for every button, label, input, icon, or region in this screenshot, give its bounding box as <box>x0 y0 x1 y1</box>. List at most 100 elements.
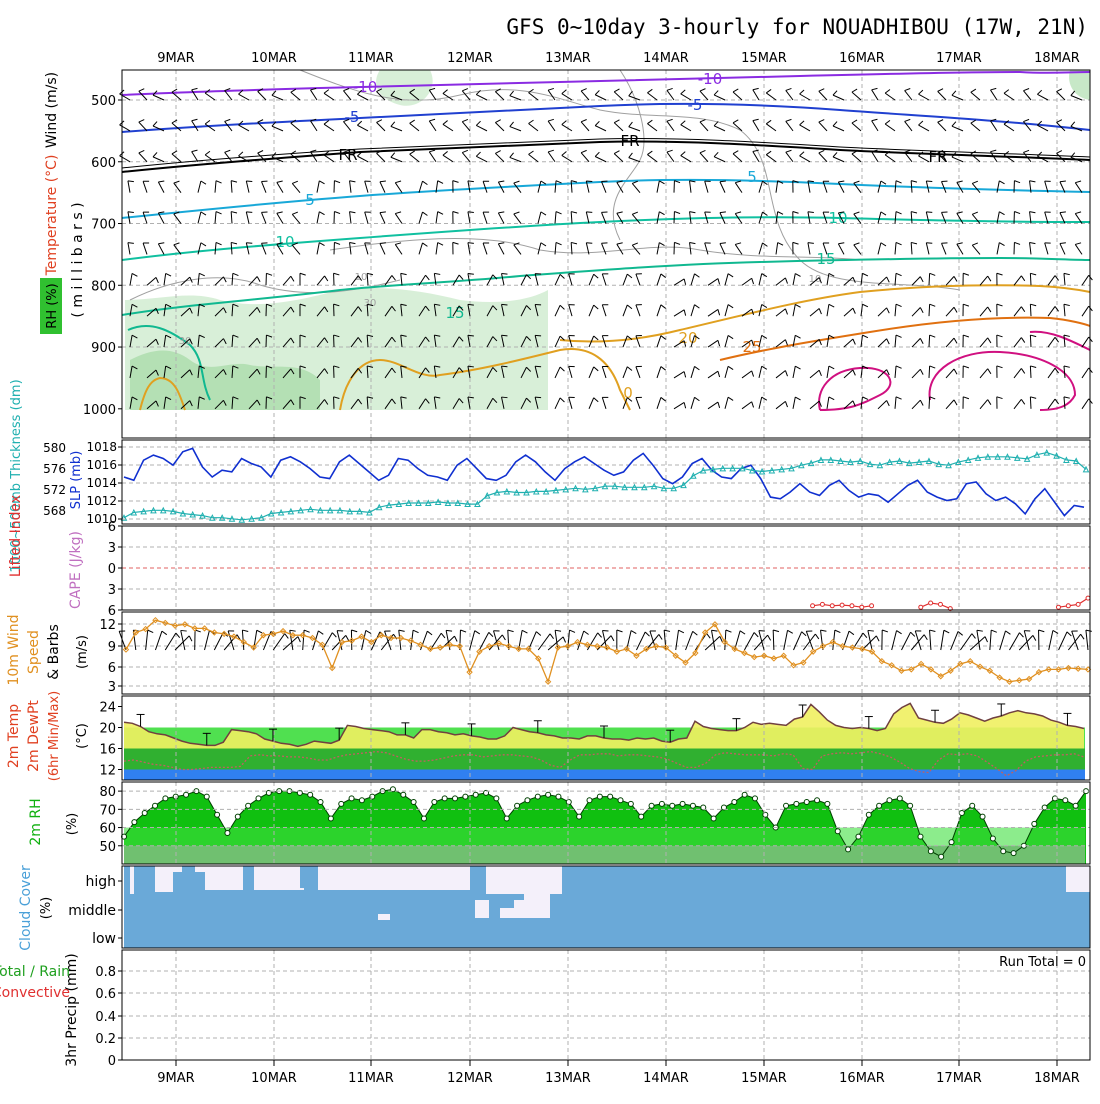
wind-barb-flag <box>594 367 599 371</box>
lifted-index-marker <box>929 601 933 605</box>
wind-barb-flag <box>887 400 890 405</box>
wind-barb-flag <box>476 152 480 156</box>
wind-barb <box>681 156 691 162</box>
wind-barb-flag <box>988 307 991 312</box>
wind-barb-flag <box>920 369 923 374</box>
cloud-white-block <box>318 866 470 890</box>
temperature-contour <box>122 72 1090 95</box>
wind-barb <box>581 122 589 131</box>
wind-barb-flag <box>896 181 902 183</box>
wind-barb <box>143 212 147 223</box>
wind-barb-flag <box>786 119 792 121</box>
lifted-index-marker <box>840 603 844 607</box>
surface-wind-barb <box>712 630 715 650</box>
wind-barb-flag <box>1014 181 1020 183</box>
wind-barb-flag <box>684 402 685 408</box>
wind-barb-flag <box>862 273 867 276</box>
wind-barb-flag <box>529 151 534 154</box>
wind-barb <box>833 95 844 100</box>
wind-barb-flag <box>954 369 957 374</box>
wind-barb-flag <box>1023 119 1029 121</box>
wind-barb-flag <box>192 150 198 151</box>
slp-line <box>124 448 1084 515</box>
wind-barb-flag <box>468 212 474 213</box>
wind-barb <box>705 181 708 193</box>
wind-barb-flag <box>718 402 720 408</box>
wind-barb <box>350 212 351 224</box>
wind-barb-flag <box>548 88 554 90</box>
wind-barb-flag <box>795 304 800 307</box>
wind-barb-flag <box>700 89 705 91</box>
wind-barb <box>632 183 640 192</box>
wind-barb-flag <box>325 276 328 281</box>
surface-wind-barb-flag <box>536 632 541 636</box>
wind-barb <box>647 124 657 131</box>
wind-barb-flag <box>681 90 686 94</box>
wind-barb <box>895 181 896 193</box>
thickness-tick-label: 572 <box>43 483 66 497</box>
wind-barb-flag <box>292 212 298 214</box>
wind-barb <box>759 397 762 409</box>
wind-barb-flag <box>766 89 771 93</box>
surface-wind-barb <box>146 630 148 650</box>
wind-barb <box>1030 397 1031 409</box>
ms-axis-label: (m/s) <box>75 635 90 669</box>
wind-barb <box>443 124 453 131</box>
wind-barb-flag <box>377 120 382 123</box>
surface-wind-barb-flag <box>399 630 405 631</box>
wind-barb <box>753 121 759 131</box>
wind-barb-flag <box>647 151 652 154</box>
surface-wind-barb-flag <box>489 632 493 636</box>
wind-barb-flag <box>334 273 340 275</box>
wind-barb-flag <box>395 212 401 214</box>
wind-barb-flag <box>819 89 824 92</box>
wind-barb <box>317 212 319 224</box>
wind-barb-flag <box>1064 397 1070 398</box>
wind-barb-flag <box>1030 212 1036 213</box>
wind-barb <box>938 91 946 100</box>
wind-barb-flag <box>684 310 685 316</box>
wind-barb <box>555 305 560 316</box>
wind-barb <box>657 336 661 347</box>
wind-barb <box>410 123 419 131</box>
wind-barb <box>720 182 725 193</box>
wind-barb-flag <box>495 120 500 123</box>
surface-wind-barb-flag <box>678 630 683 633</box>
wind-barb <box>231 212 232 224</box>
wind-barb-flag <box>999 181 1004 184</box>
surface-wind-barb <box>119 631 126 650</box>
thickness-line <box>124 453 1086 520</box>
wind-barb <box>885 124 895 131</box>
rh-axis-label: RH (%) <box>45 283 60 328</box>
rh-marker <box>1001 849 1006 854</box>
wind-barb <box>215 242 216 254</box>
wind-barb <box>589 367 594 378</box>
wind-barb <box>929 273 930 285</box>
wind-barb <box>912 338 920 347</box>
wind-barb-flag <box>926 181 932 182</box>
wind-barb <box>759 366 762 378</box>
wind-barb <box>1064 304 1065 316</box>
wind-barb-flag <box>510 153 514 158</box>
wind-barb <box>838 244 844 255</box>
wind-barb-flag <box>153 152 157 156</box>
convective-label: Convective <box>0 985 70 1001</box>
wind-barb <box>483 243 487 254</box>
wind-barb-flag <box>963 397 969 399</box>
wind-barb <box>667 121 674 131</box>
wind-barb-flag <box>988 338 991 343</box>
wind-barb-flag <box>733 151 738 154</box>
wind-barb-flag <box>972 181 978 183</box>
wind-barb-flag <box>854 181 860 183</box>
cloud-white-block <box>378 914 390 920</box>
wind-barb-flag <box>667 119 673 121</box>
wind-barb <box>938 122 946 131</box>
wind-barb-flag <box>808 212 814 213</box>
wind-barb-flag <box>139 120 144 123</box>
wind-barb <box>833 126 844 131</box>
wind-barb-flag <box>617 243 623 244</box>
wind-barb <box>147 277 156 285</box>
wind-barb <box>128 243 130 255</box>
wind-tick-label: 6 <box>108 661 116 676</box>
